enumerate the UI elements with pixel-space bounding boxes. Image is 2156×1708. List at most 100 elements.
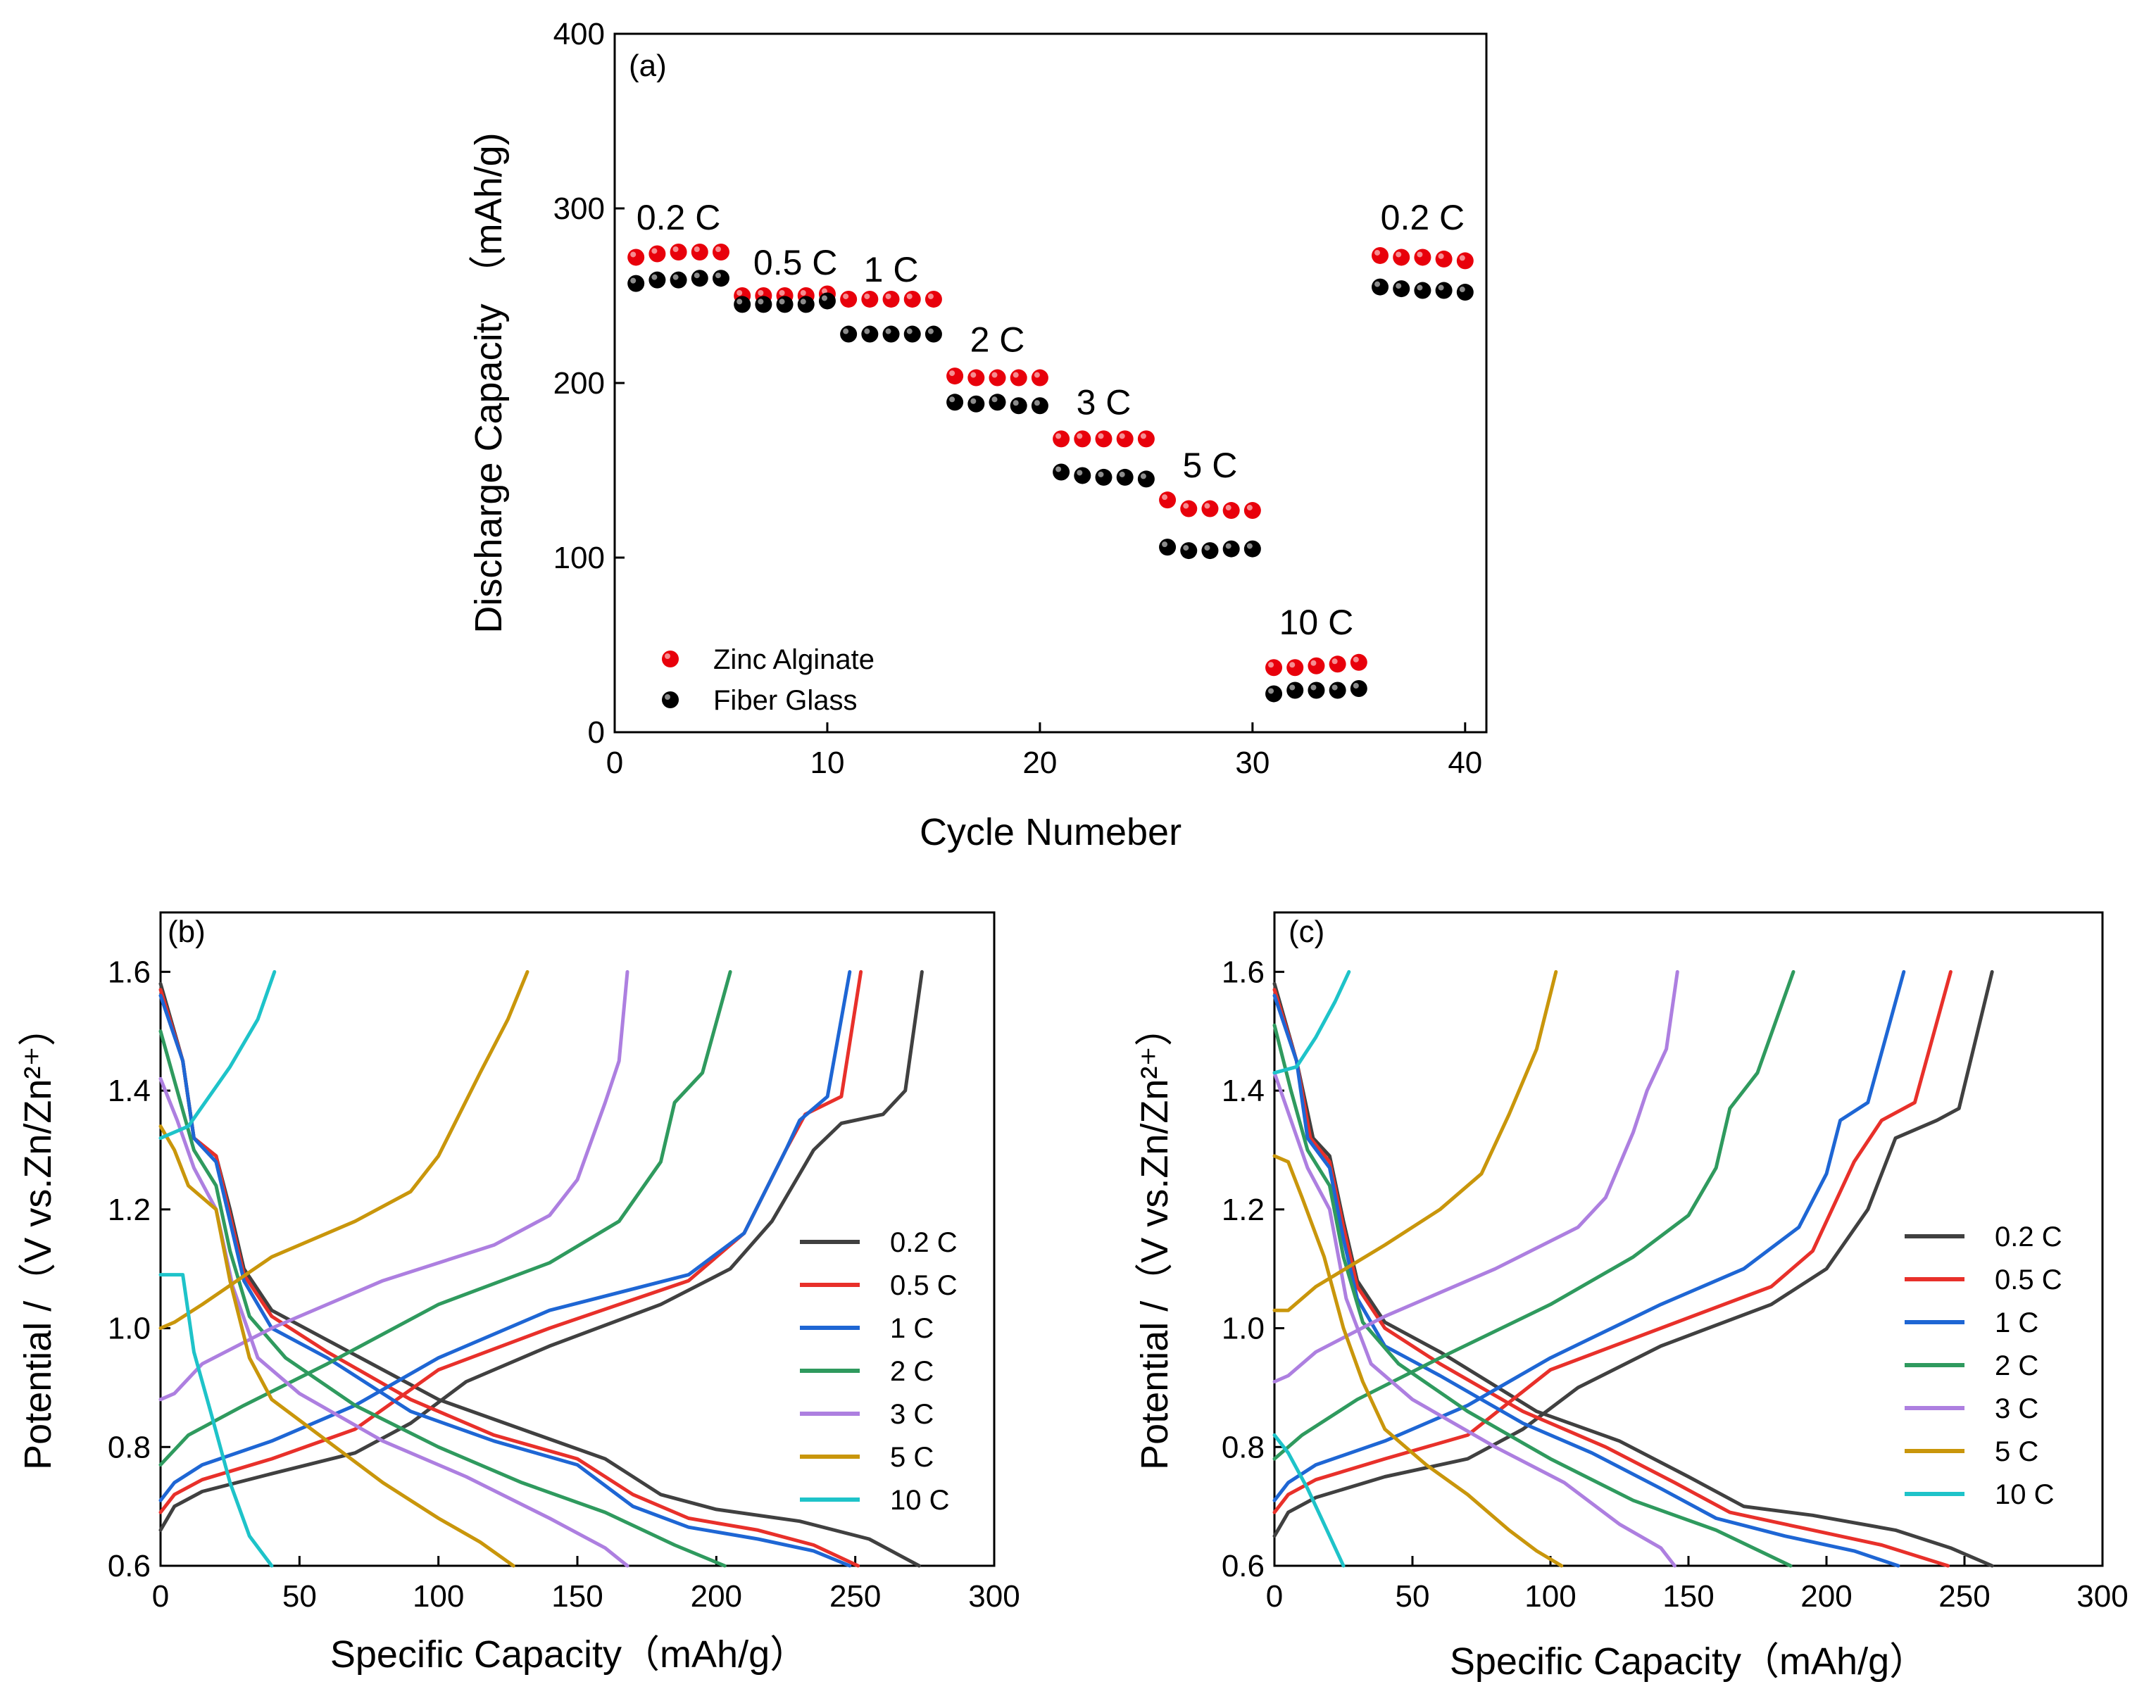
data-point-highlight — [1034, 400, 1040, 406]
data-point-highlight — [1077, 470, 1083, 476]
data-point-highlight — [630, 251, 637, 258]
x-tick-label: 150 — [551, 1579, 603, 1614]
panel-a-x-axis-title: Cycle Numeber — [920, 811, 1182, 853]
data-point-fiber-glass — [670, 271, 687, 289]
data-point-highlight — [1140, 433, 1146, 439]
legend-label: 5 C — [890, 1442, 934, 1473]
data-point-highlight — [864, 293, 870, 299]
data-point-fiber-glass — [989, 394, 1006, 411]
legend-label: 10 C — [1995, 1479, 2055, 1510]
data-point-fiber-glass — [1435, 282, 1453, 299]
rate-label: 3 C — [1077, 383, 1132, 422]
legend-label: 2 C — [1995, 1350, 2038, 1381]
data-point-fiber-glass — [903, 325, 921, 343]
data-point-zinc-alginate — [967, 369, 985, 387]
data-point-zinc-alginate — [861, 290, 879, 308]
data-point-highlight — [672, 274, 679, 280]
data-point-fiber-glass — [861, 325, 879, 343]
data-point-highlight — [1310, 684, 1317, 691]
y-tick-label: 300 — [553, 191, 605, 226]
data-point-fiber-glass — [797, 296, 815, 313]
data-point-highlight — [1396, 283, 1402, 289]
data-point-highlight — [1162, 541, 1168, 548]
y-tick-label: 1.0 — [108, 1312, 151, 1346]
data-point-fiber-glass — [1372, 278, 1389, 296]
discharge-curve-3c — [158, 1076, 629, 1568]
panel-b-label: (b) — [168, 915, 206, 949]
panel-c-label: (c) — [1289, 915, 1324, 949]
data-point-zinc-alginate — [882, 290, 900, 308]
data-point-highlight — [1119, 433, 1125, 439]
data-point-fiber-glass — [1095, 468, 1113, 486]
charge-curve-2c — [158, 969, 732, 1467]
x-tick-label: 200 — [691, 1579, 742, 1614]
data-point-highlight — [779, 290, 785, 296]
data-point-fiber-glass — [1010, 397, 1027, 415]
data-point-highlight — [1204, 503, 1210, 509]
data-point-zinc-alginate — [1201, 500, 1219, 517]
y-tick-label: 100 — [553, 541, 605, 575]
data-point-fiber-glass — [1031, 397, 1048, 415]
data-point-fiber-glass — [755, 296, 772, 313]
data-point-zinc-alginate — [691, 244, 708, 260]
data-point-fiber-glass — [1286, 682, 1304, 699]
data-point-highlight — [651, 274, 658, 280]
data-point-highlight — [1246, 543, 1253, 549]
data-point-fiber-glass — [712, 270, 729, 287]
data-point-zinc-alginate — [1435, 250, 1453, 268]
data-point-zinc-alginate — [1308, 657, 1325, 674]
x-tick-label: 30 — [1235, 746, 1270, 780]
data-point-highlight — [1246, 505, 1253, 511]
data-point-zinc-alginate — [670, 244, 687, 260]
data-point-fiber-glass — [1159, 539, 1177, 556]
data-point-zinc-alginate — [1265, 659, 1283, 677]
legend-marker — [662, 691, 679, 708]
data-point-highlight — [1055, 433, 1062, 439]
charge-curve-10c — [1272, 969, 1351, 1075]
data-point-fiber-glass — [648, 271, 666, 289]
x-tick-label: 250 — [829, 1579, 881, 1614]
data-point-highlight — [737, 299, 743, 305]
data-point-highlight — [1438, 284, 1444, 291]
data-point-zinc-alginate — [1329, 655, 1346, 673]
charge-curve-0-2c — [158, 969, 924, 1532]
rate-label: 2 C — [970, 320, 1025, 359]
data-point-zinc-alginate — [1010, 369, 1027, 387]
x-tick-label: 250 — [1938, 1579, 1990, 1614]
discharge-curve-2c — [1272, 1023, 1793, 1568]
data-point-fiber-glass — [1074, 467, 1091, 484]
legend-marker-highlight — [665, 694, 670, 700]
panel-c-curves — [1272, 969, 1994, 1568]
data-point-zinc-alginate — [1095, 430, 1113, 448]
panel-a-y-axis-title: Discharge Capacity （mAh/g) — [468, 132, 510, 633]
data-point-highlight — [1331, 684, 1338, 691]
data-point-highlight — [1034, 372, 1040, 378]
data-point-highlight — [715, 246, 721, 252]
charge-curve-5c — [158, 969, 529, 1330]
data-point-highlight — [970, 372, 977, 378]
data-point-fiber-glass — [925, 325, 942, 343]
data-point-highlight — [1374, 281, 1381, 287]
data-point-highlight — [1119, 471, 1125, 477]
data-point-zinc-alginate — [1116, 430, 1134, 448]
discharge-curve-10c — [158, 1273, 274, 1568]
y-tick-label: 1.0 — [1222, 1312, 1265, 1346]
panel-b-axis-ticks: 0 50 100 150 200 250 300 0.6 0.8 1.0 1.2 1.4 1.6 — [108, 955, 1020, 1614]
data-point-highlight — [1417, 284, 1423, 291]
data-point-highlight — [843, 328, 849, 334]
legend-label: 1 C — [890, 1313, 934, 1344]
data-point-fiber-glass — [1201, 542, 1219, 560]
data-point-highlight — [1013, 372, 1019, 378]
legend-label: 2 C — [890, 1356, 934, 1387]
x-tick-label: 50 — [1396, 1579, 1430, 1614]
data-point-highlight — [906, 328, 913, 334]
data-point-zinc-alginate — [840, 290, 858, 308]
legend-label: 1 C — [1995, 1307, 2038, 1338]
data-point-fiber-glass — [1456, 284, 1474, 301]
data-point-highlight — [1162, 494, 1168, 501]
legend-label: Fiber Glass — [713, 685, 858, 716]
data-point-zinc-alginate — [1286, 659, 1304, 677]
discharge-curve-10c — [1272, 1433, 1346, 1568]
data-point-fiber-glass — [1180, 542, 1198, 560]
panel-b-y-axis-title: Potential /（V vs.Zn/Zn²⁺） — [17, 1008, 59, 1470]
